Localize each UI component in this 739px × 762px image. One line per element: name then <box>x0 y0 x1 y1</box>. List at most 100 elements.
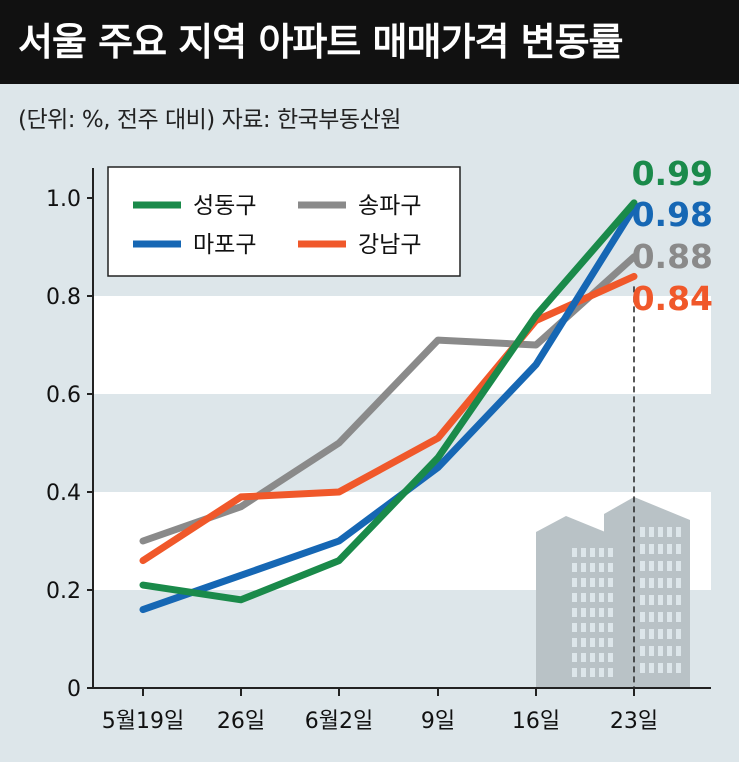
window <box>581 623 586 632</box>
window <box>599 653 604 662</box>
window <box>590 638 595 647</box>
window <box>590 548 595 557</box>
window <box>640 629 645 639</box>
window <box>581 638 586 647</box>
window <box>608 638 613 647</box>
window <box>658 595 663 605</box>
window <box>649 629 654 639</box>
window <box>599 668 604 677</box>
window <box>649 612 654 622</box>
chart-axes: 0 0.2 0.4 0.6 0.8 1.0 5월19일 26일 6월2일 9일 16일 23일 <box>46 168 711 734</box>
window <box>640 561 645 571</box>
chart-title: 서울 주요 지역 아파트 매매가격 변동률 <box>0 0 739 84</box>
series-line <box>139 199 638 604</box>
window <box>667 544 672 554</box>
legend-label: 마포구 <box>193 232 256 258</box>
window <box>599 593 604 602</box>
window <box>658 544 663 554</box>
window <box>572 578 577 587</box>
window <box>667 527 672 537</box>
window <box>676 646 681 656</box>
window <box>581 608 586 617</box>
window <box>599 623 604 632</box>
window <box>640 544 645 554</box>
building-right <box>604 497 690 688</box>
window <box>676 612 681 622</box>
window <box>640 663 645 673</box>
window <box>658 646 663 656</box>
window <box>581 548 586 557</box>
window <box>590 593 595 602</box>
window <box>608 563 613 572</box>
window <box>572 593 577 602</box>
window <box>667 646 672 656</box>
window <box>649 578 654 588</box>
y-tick-label: 0.6 <box>46 383 81 408</box>
window <box>658 561 663 571</box>
window <box>599 563 604 572</box>
window <box>676 595 681 605</box>
window <box>676 527 681 537</box>
window <box>608 548 613 557</box>
end-value-label: 0.98 <box>632 195 713 234</box>
window <box>667 663 672 673</box>
window <box>658 629 663 639</box>
window <box>572 548 577 557</box>
x-tick-label: 23일 <box>610 709 658 734</box>
window <box>581 653 586 662</box>
window <box>667 612 672 622</box>
building-illustration <box>536 497 690 688</box>
window <box>572 623 577 632</box>
y-tick-label: 1.0 <box>46 187 81 212</box>
window <box>572 608 577 617</box>
window <box>599 638 604 647</box>
window <box>599 548 604 557</box>
y-tick-label: 0.2 <box>46 579 81 604</box>
y-tick-label: 0.8 <box>46 285 81 310</box>
window <box>608 668 613 677</box>
window <box>572 638 577 647</box>
window <box>590 578 595 587</box>
window <box>649 646 654 656</box>
window <box>608 608 613 617</box>
end-value-label: 0.88 <box>632 237 713 276</box>
window <box>640 612 645 622</box>
window <box>667 629 672 639</box>
end-value-labels: 0.990.980.880.84 <box>632 154 713 318</box>
window <box>676 629 681 639</box>
window <box>590 668 595 677</box>
window <box>608 593 613 602</box>
window <box>572 563 577 572</box>
window <box>640 646 645 656</box>
end-value-label: 0.84 <box>632 279 713 318</box>
window <box>676 544 681 554</box>
window <box>649 544 654 554</box>
y-tick-label: 0.4 <box>46 481 81 506</box>
window <box>658 527 663 537</box>
window <box>649 663 654 673</box>
window <box>590 623 595 632</box>
y-tick-label: 0 <box>67 677 81 702</box>
series-line <box>139 253 638 545</box>
series-line <box>139 272 638 565</box>
x-tick-label: 5월19일 <box>102 709 184 734</box>
window <box>658 663 663 673</box>
legend-label: 강남구 <box>358 232 421 258</box>
window <box>590 563 595 572</box>
legend-box <box>107 166 461 277</box>
window <box>640 595 645 605</box>
window <box>658 578 663 588</box>
window <box>649 595 654 605</box>
window <box>572 653 577 662</box>
window <box>608 578 613 587</box>
window <box>640 578 645 588</box>
legend-label: 송파구 <box>358 193 421 219</box>
end-value-label: 0.99 <box>632 154 713 193</box>
window <box>581 668 586 677</box>
window <box>590 653 595 662</box>
window <box>581 578 586 587</box>
window <box>649 527 654 537</box>
window <box>676 561 681 571</box>
window <box>667 595 672 605</box>
